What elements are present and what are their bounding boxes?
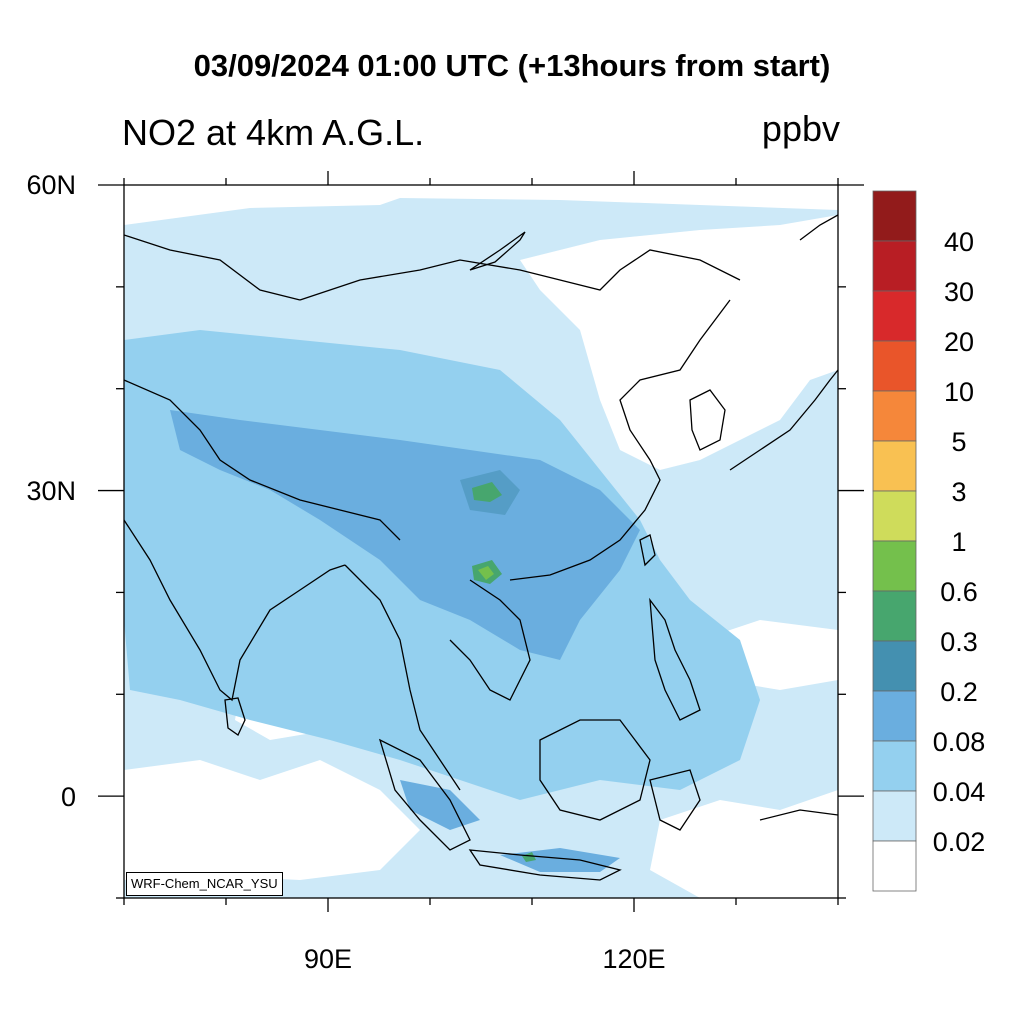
colorbar-swatch — [872, 690, 917, 742]
no2-field — [124, 185, 838, 898]
colorbar-swatch — [872, 540, 917, 592]
new-guinea-coastline — [759, 809, 838, 821]
band-0-08 — [170, 410, 640, 660]
coastlines — [124, 214, 838, 881]
colorbar-swatch — [872, 440, 917, 492]
sulawesi-coastline — [649, 769, 701, 831]
band-0-3-sichuan — [472, 482, 502, 502]
indochina-coastline — [344, 564, 531, 791]
colorbar-swatch — [872, 340, 917, 392]
colorbar-label: 0.08 — [932, 727, 986, 757]
map-frame — [123, 184, 839, 899]
lon-label-120e: 120E — [602, 944, 666, 974]
sri-lanka-coastline — [224, 697, 246, 736]
lat-label-0: 0 — [60, 782, 76, 812]
colorbar-swatch — [872, 590, 917, 642]
lon-label-90e: 90E — [303, 944, 353, 974]
java-coastline — [468, 849, 622, 881]
colorbar-swatch — [872, 240, 917, 292]
colorbar-label: 0.02 — [932, 827, 986, 857]
colorbar-swatch — [872, 390, 917, 442]
lat-label-60n: 60N — [26, 170, 76, 200]
caspian-area-border — [124, 234, 301, 301]
colorbar-label: 5 — [951, 427, 967, 457]
colorbar-swatch — [872, 840, 917, 892]
taiwan-coastline — [639, 534, 656, 567]
japan-coastline — [729, 369, 838, 471]
colorbar-swatch — [872, 640, 917, 692]
borneo-coastline — [539, 719, 651, 821]
white-area-southeast — [650, 790, 838, 898]
colorbar-label: 0.04 — [932, 777, 986, 807]
baikal-lake — [469, 231, 526, 271]
colorbar-label: 3 — [951, 477, 967, 507]
china-coastline — [509, 299, 731, 581]
map-subtitle: NO2 at 4km A.G.L. — [122, 112, 425, 153]
white-area-north — [124, 185, 838, 225]
philippines-coastline — [649, 597, 701, 721]
band-0-08-sea — [400, 780, 480, 830]
colorbar-label: 10 — [943, 377, 975, 407]
colorbar-label: 20 — [943, 327, 975, 357]
india-coastline — [124, 519, 346, 702]
colorbar-label: 40 — [943, 227, 975, 257]
colorbar-label: 30 — [943, 277, 975, 307]
colorbar-swatch — [872, 790, 917, 842]
colorbar-label: 0.2 — [940, 677, 978, 707]
china-west-border — [124, 379, 401, 541]
axis-ticks — [98, 171, 864, 912]
colorbar-swatch — [872, 490, 917, 542]
colorbar-swatch — [872, 290, 917, 342]
colorbar-label: 1 — [951, 527, 967, 557]
sakhalin-island — [799, 214, 838, 241]
white-area-south — [124, 760, 420, 880]
model-credit: WRF-Chem_NCAR_YSU — [126, 872, 283, 896]
colorbar-label: 0.6 — [940, 577, 978, 607]
mongolia-russia-border — [299, 249, 741, 301]
lat-label-30n: 30N — [26, 476, 76, 506]
colorbar-label: 0.3 — [940, 627, 978, 657]
sumatra-coastline — [378, 738, 471, 851]
colorbar-swatch — [872, 190, 917, 242]
band-0-3-java — [522, 852, 536, 862]
colorbar — [872, 190, 917, 892]
band-0-6-hanoi — [478, 566, 494, 580]
korea-coastline — [689, 389, 726, 451]
white-area-northeast — [520, 215, 838, 470]
units-label: ppbv — [761, 108, 840, 149]
map-title: 03/09/2024 01:00 UTC (+13hours from star… — [193, 48, 831, 83]
colorbar-swatch — [872, 740, 917, 792]
